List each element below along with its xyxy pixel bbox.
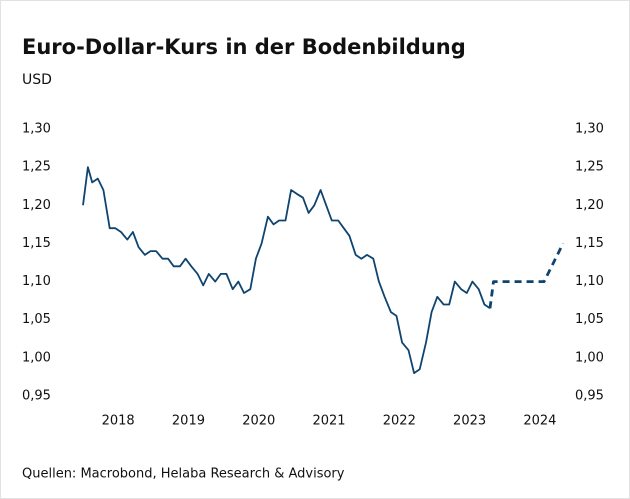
series-line — [488, 242, 565, 309]
y2-tick-label: 1,05 — [575, 312, 604, 327]
series-line — [82, 166, 491, 374]
y-tick-label: 1,10 — [22, 274, 51, 289]
chart-title: Euro-Dollar-Kurs in der Bodenbildung — [22, 35, 466, 59]
y2-tick-label: 1,30 — [575, 122, 604, 137]
y2-tick-label: 1,10 — [575, 274, 604, 289]
y-tick-label: 1,30 — [22, 122, 51, 137]
x-tick-label: 2019 — [172, 414, 205, 429]
x-tick-label: 2022 — [383, 414, 416, 429]
x-tick-label: 2024 — [523, 414, 556, 429]
x-tick-label: 2018 — [102, 414, 135, 429]
y-tick-label: 1,00 — [22, 350, 51, 365]
y2-tick-label: 0,95 — [575, 389, 604, 404]
y-axis-label: USD — [22, 72, 52, 88]
y2-tick-label: 1,20 — [575, 198, 604, 213]
y-tick-label: 1,05 — [22, 312, 51, 327]
x-tick-label: 2021 — [312, 414, 345, 429]
y2-tick-label: 1,00 — [575, 350, 604, 365]
y-tick-label: 1,20 — [22, 198, 51, 213]
y-tick-label: 0,95 — [22, 389, 51, 404]
y-tick-label: 1,25 — [22, 160, 51, 175]
x-tick-label: 2023 — [453, 414, 486, 429]
y2-tick-label: 1,15 — [575, 236, 604, 251]
y-tick-label: 1,15 — [22, 236, 51, 251]
y2-tick-label: 1,25 — [575, 160, 604, 175]
source: Quellen: Macrobond, Helaba Research & Ad… — [22, 467, 345, 482]
x-tick-label: 2020 — [242, 414, 275, 429]
